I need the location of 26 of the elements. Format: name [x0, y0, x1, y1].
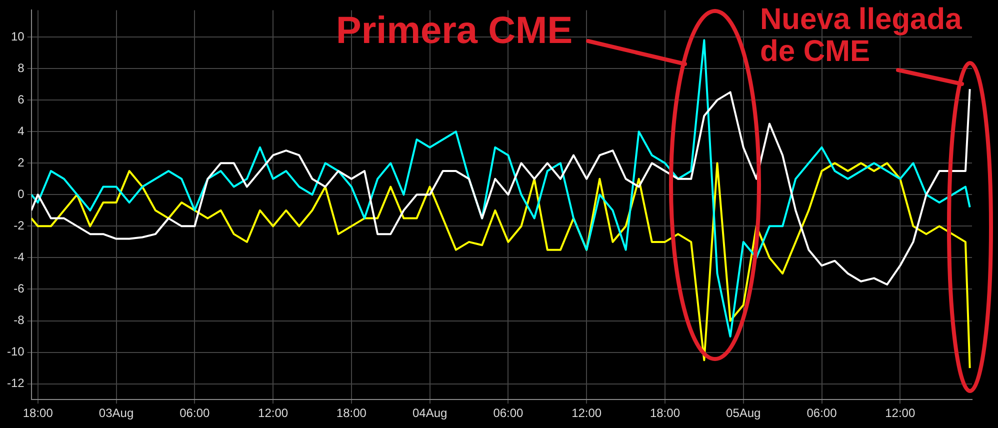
x-tick-label: 06:00 [180, 406, 210, 420]
x-tick-label: 06:00 [493, 406, 524, 420]
x-tick-label: 18:00 [22, 406, 54, 420]
y-tick-label: 0 [18, 186, 25, 201]
y-tick-label: 2 [18, 155, 25, 170]
x-tick-label: 12:00 [885, 406, 916, 420]
annotation: Primera CME [336, 10, 573, 52]
x-tick-label: 05Aug [726, 406, 761, 420]
x-tick-label: 12:00 [572, 406, 602, 420]
annotation: Nueva llegada de CME [760, 3, 963, 68]
x-tick-label: 12:00 [258, 406, 288, 420]
y-tick-label: -6 [14, 282, 25, 296]
x-tick-label: 18:00 [650, 406, 680, 420]
y-tick-label: 6 [18, 92, 25, 106]
y-tick-label: -2 [14, 218, 25, 232]
x-tick-label: 18:00 [336, 406, 367, 420]
y-tick-label: -12 [7, 376, 25, 390]
y-tick-label: 10 [10, 29, 25, 44]
x-tick-label: 04Aug [412, 406, 448, 420]
x-tick-label: 06:00 [806, 406, 838, 420]
y-tick-label: -8 [14, 313, 25, 328]
y-tick-label: 4 [18, 124, 25, 138]
x-tick-label: 03Aug [98, 406, 134, 420]
y-tick-label: -4 [14, 250, 25, 264]
y-tick-label: 8 [18, 60, 25, 75]
y-tick-label: -10 [7, 344, 25, 359]
